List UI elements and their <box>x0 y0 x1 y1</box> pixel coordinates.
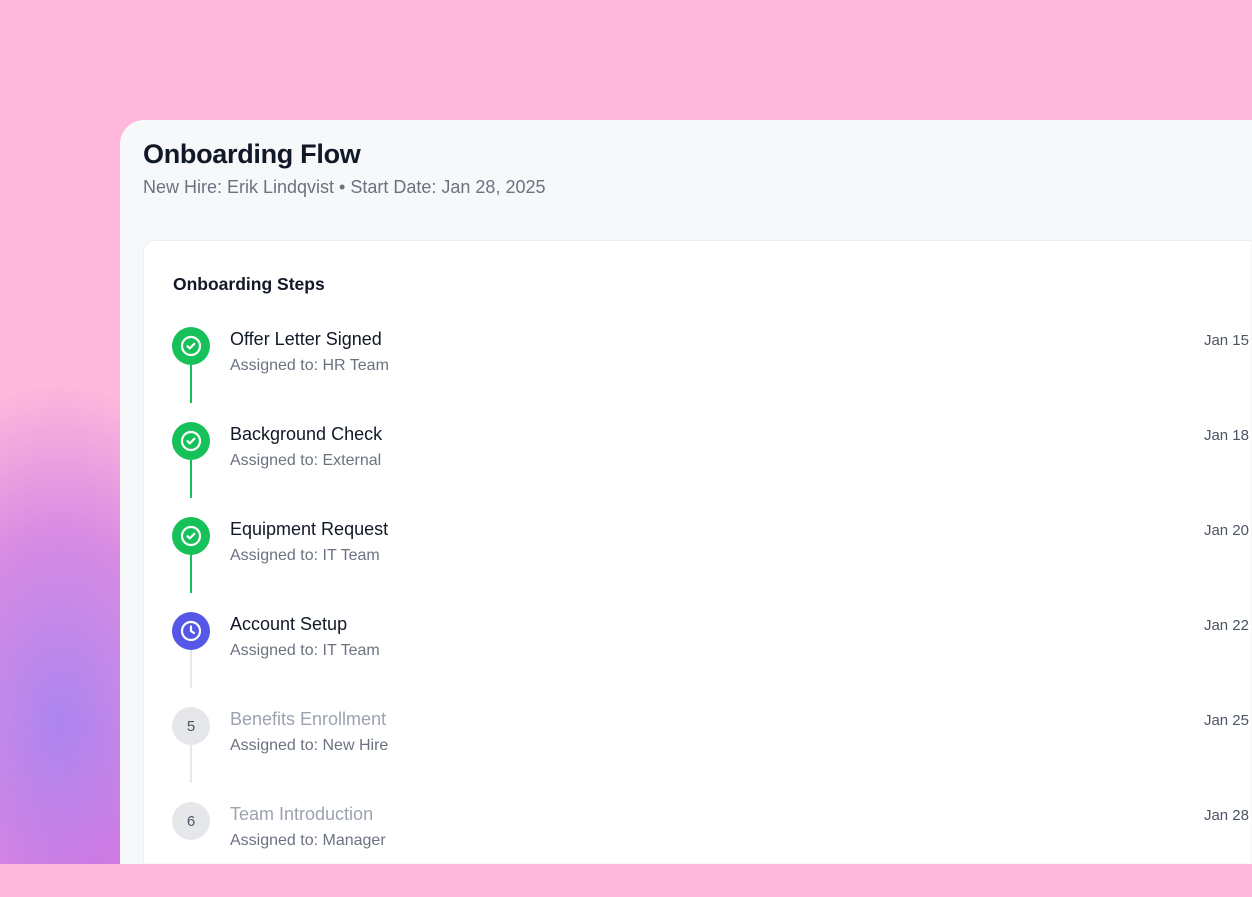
step-title: Team Introduction <box>230 804 374 824</box>
step-date: Jan 20 <box>1203 522 1249 539</box>
step-status-indicator <box>172 422 210 460</box>
step-title: Account Setup <box>230 614 348 634</box>
step-status-indicator <box>172 327 210 365</box>
connector-line <box>190 555 192 593</box>
step-status-indicator: 6 <box>172 802 210 840</box>
onboarding-panel: Onboarding Flow New Hire: Erik Lindqvist… <box>120 120 1252 864</box>
step-status-indicator <box>172 517 210 555</box>
step-date: Jan 22 <box>1203 617 1249 634</box>
connector-line <box>190 365 192 403</box>
section-title: Onboarding Steps <box>173 274 325 294</box>
step-assignee: Assigned to: Manager <box>230 832 386 849</box>
check-circle-icon <box>180 335 202 357</box>
step-number: 5 <box>186 717 196 735</box>
check-circle-icon <box>180 430 202 452</box>
step-item[interactable]: Background Check Assigned to: External Jan… <box>144 422 1251 517</box>
step-title: Equipment Request <box>230 519 389 539</box>
connector-line <box>190 460 192 498</box>
connector-line <box>190 650 192 688</box>
step-date: Jan 28 <box>1203 807 1249 824</box>
step-assignee: Assigned to: New Hire <box>230 737 389 754</box>
step-status-indicator <box>172 612 210 650</box>
step-title: Benefits Enrollment <box>230 709 387 729</box>
page-subtitle: New Hire: Erik Lindqvist • Start Date: J… <box>143 177 546 197</box>
step-assignee: Assigned to: IT Team <box>230 547 380 564</box>
step-item[interactable]: Account Setup Assigned to: IT Team Jan 22 <box>144 612 1251 707</box>
step-date: Jan 25 <box>1203 712 1249 729</box>
page-title: Onboarding Flow <box>143 139 361 169</box>
step-item[interactable]: 6 Team Introduction Assigned to: Manager Ja… <box>144 802 1251 897</box>
step-title: Background Check <box>230 424 383 444</box>
step-item[interactable]: 5 Benefits Enrollment Assigned to: New Hir… <box>144 707 1251 802</box>
step-assignee: Assigned to: HR Team <box>230 357 389 374</box>
step-assignee: Assigned to: External <box>230 452 382 469</box>
step-number: 6 <box>186 812 196 830</box>
step-item[interactable]: Offer Letter Signed Assigned to: HR Team J… <box>144 327 1251 422</box>
step-status-indicator: 5 <box>172 707 210 745</box>
step-date: Jan 18 <box>1203 427 1249 444</box>
step-assignee: Assigned to: IT Team <box>230 642 380 659</box>
connector-line <box>190 745 192 783</box>
step-item[interactable]: Equipment Request Assigned to: IT Team Jan… <box>144 517 1251 612</box>
steps-card: Onboarding Steps Offer Letter Signed Assi… <box>143 240 1251 863</box>
step-title: Offer Letter Signed <box>230 329 382 349</box>
step-date: Jan 15 <box>1203 332 1249 349</box>
check-circle-icon <box>180 525 202 547</box>
clock-icon <box>180 620 202 642</box>
